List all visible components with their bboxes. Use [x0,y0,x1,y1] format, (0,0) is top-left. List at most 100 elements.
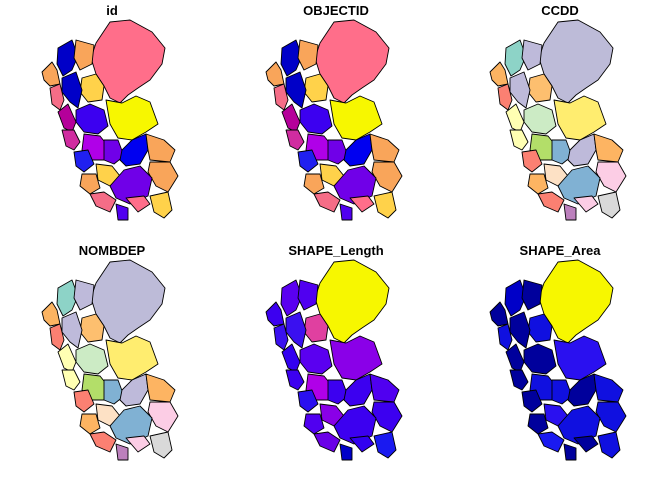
map-region [281,103,301,133]
map-region [537,431,565,453]
map-region [497,83,513,111]
map-panel-shape-length: SHAPE_Length [224,240,448,480]
map-region [509,129,529,151]
map-region [557,165,601,205]
map-region [329,95,383,141]
map-region [333,165,377,205]
map-region [509,311,531,349]
map-region [521,39,543,71]
map-region [371,401,403,433]
map-region [119,373,149,407]
map-region [573,195,599,213]
map-region [285,311,307,349]
map-region [595,161,627,193]
map-region [369,373,400,403]
map-region [147,401,179,433]
map-region [119,133,149,167]
map-region [557,405,601,445]
map-region [551,139,573,165]
map-region [49,323,65,351]
map-region [553,95,607,141]
map-region [299,103,333,135]
map-region [61,369,81,391]
map-region [57,103,77,133]
map-region [297,279,319,311]
panel-title: CCDD [541,3,579,18]
map-region [597,431,621,459]
panel-title: SHAPE_Area [519,243,601,258]
map-region [56,279,79,317]
map-region [115,443,129,461]
map-region [103,379,125,405]
map-region [61,129,81,151]
map-region [56,39,79,77]
peru-map [41,19,179,221]
map-region [567,373,597,407]
map-region [297,39,319,71]
map-region [280,39,303,77]
map-region [103,139,125,165]
map-region [73,149,95,173]
panel-title: id [106,3,118,18]
panel-title: OBJECTID [303,3,369,18]
map-region [339,443,353,461]
map-region [125,435,151,453]
map-region [145,373,176,403]
map-region [349,435,375,453]
map-region [73,39,95,71]
map-region [297,389,319,413]
map-region [313,431,341,453]
map-region [75,343,109,375]
map-region [333,405,377,445]
map-region [593,373,624,403]
map-region [61,311,83,349]
map-region [303,173,325,195]
map-region [145,133,176,163]
map-region [349,195,375,213]
map-region [285,369,305,391]
map-region [147,161,179,193]
map-region [329,335,383,381]
map-region [273,323,289,351]
map-region [343,133,373,167]
map-region [73,389,95,413]
map-region [593,133,624,163]
map-panel-shape-area: SHAPE_Area [448,240,672,480]
map-region [497,323,513,351]
map-region [523,343,557,375]
map-region [509,369,529,391]
map-region [327,379,349,405]
peru-map [41,259,179,461]
map-region [505,343,525,373]
peru-map [265,19,403,221]
peru-map [265,259,403,461]
panel-title: SHAPE_Length [288,243,384,258]
map-region [109,165,153,205]
map-region [339,203,353,221]
map-region [527,173,549,195]
map-panel-id: id [0,0,224,240]
map-region [504,279,527,317]
peru-map [489,19,627,221]
map-region [49,83,65,111]
peru-map [489,259,627,461]
map-region [523,103,557,135]
map-region [125,195,151,213]
map-region [343,373,373,407]
map-region [373,191,397,219]
map-region [303,413,325,435]
map-region [149,191,173,219]
map-region [521,389,543,413]
map-panel-nombdep: NOMBDEP [0,240,224,480]
map-region [563,203,577,221]
map-region [504,39,527,77]
map-region [551,379,573,405]
map-region [273,83,289,111]
map-region [285,129,305,151]
map-region [509,71,531,109]
map-region [109,405,153,445]
map-region [505,103,525,133]
map-panel-objectid: OBJECTID [224,0,448,240]
map-region [89,431,117,453]
map-region [553,335,607,381]
